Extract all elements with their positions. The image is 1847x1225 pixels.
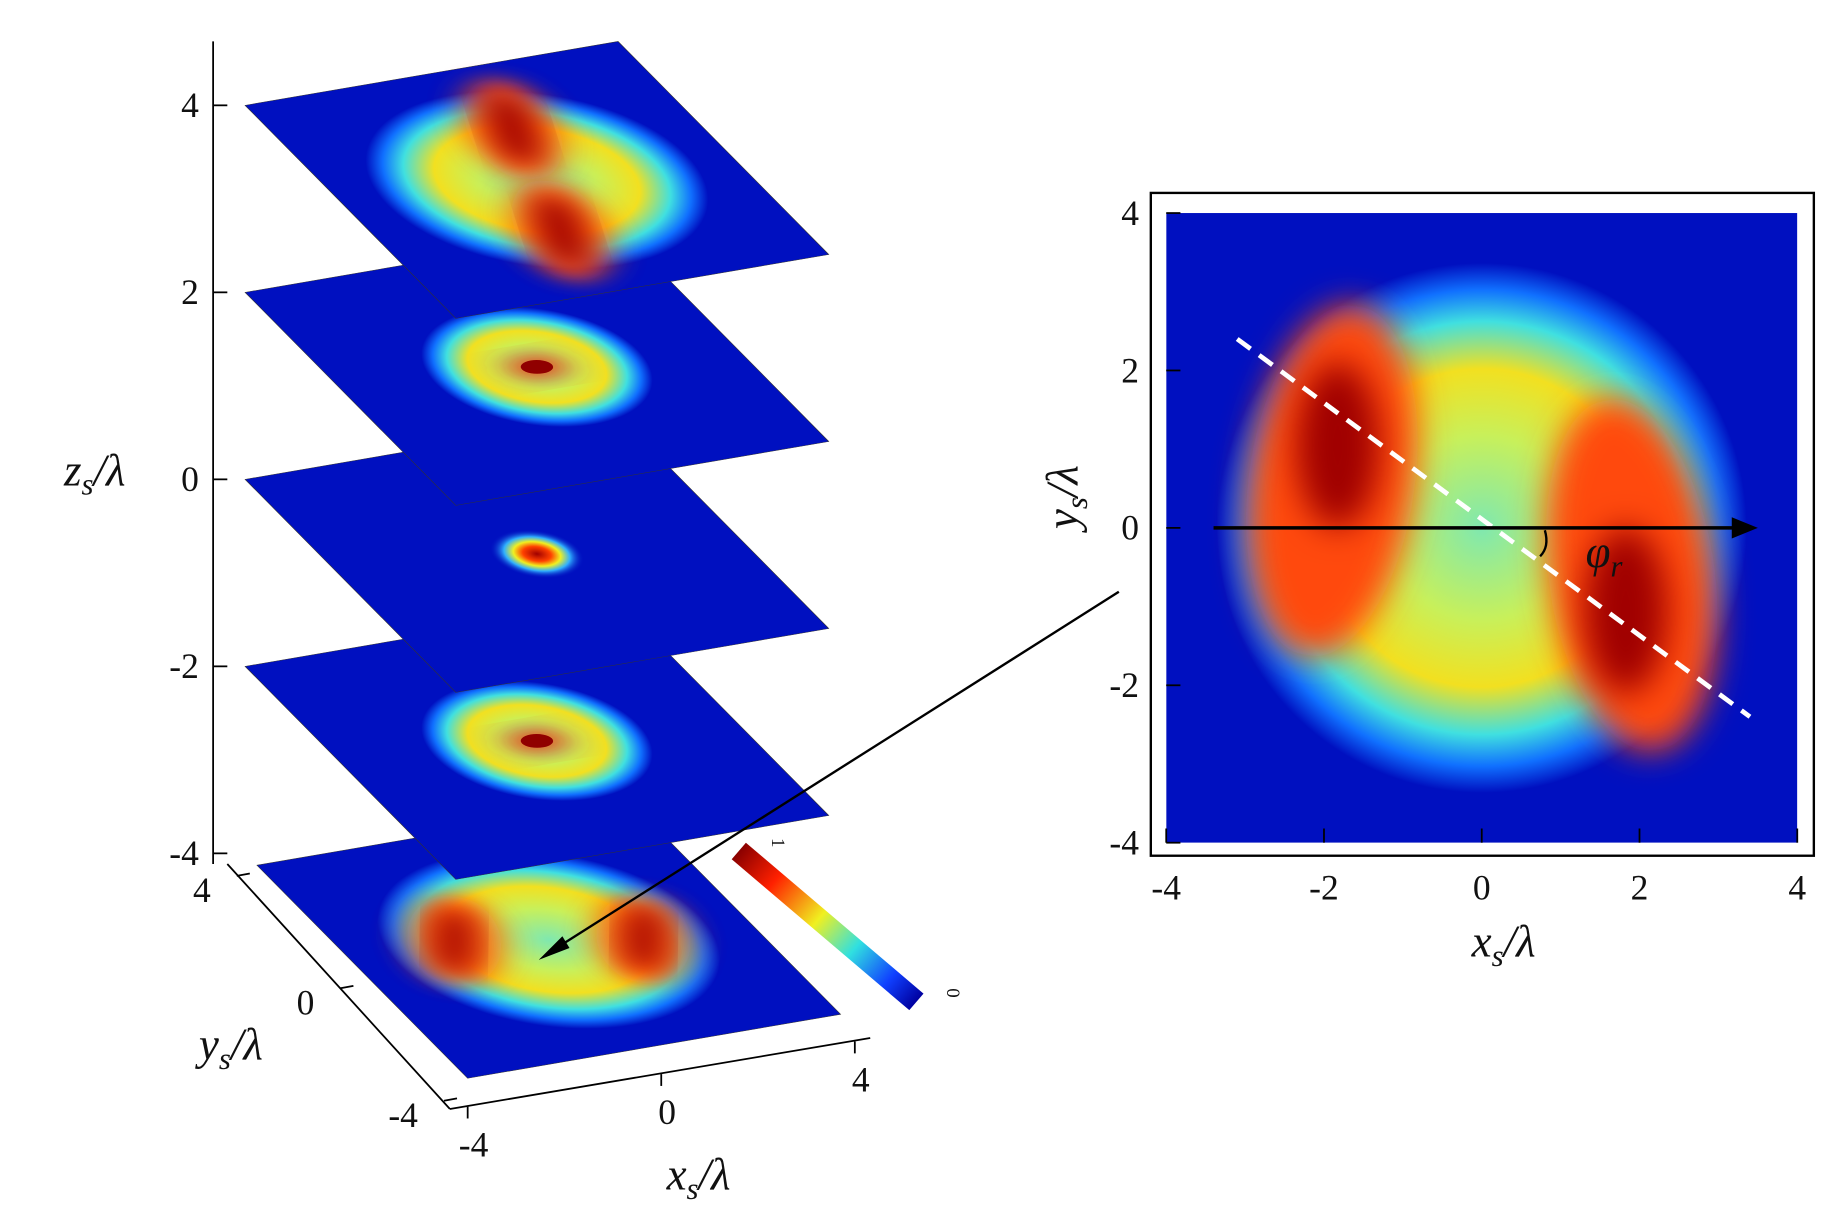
x-tick-label: 2 <box>1631 868 1649 908</box>
arrowhead <box>1731 517 1758 539</box>
slice-pattern <box>421 306 653 427</box>
lobe-core <box>488 93 537 165</box>
angle-arc <box>1539 529 1548 558</box>
intensity-ring <box>365 90 709 269</box>
x-tick-label: 4 <box>852 1059 870 1099</box>
y-tick-label: 0 <box>1121 508 1139 548</box>
x-axis-label-sub: s <box>1492 939 1504 973</box>
lobe-core <box>520 734 554 748</box>
y-axis-label-base: y <box>195 1019 219 1069</box>
z-axis-label-base: z <box>63 445 82 495</box>
slice-pattern <box>377 850 721 1029</box>
x-axis-label-base: x <box>1471 916 1492 966</box>
y-tick <box>340 985 354 990</box>
y-axis-label-sub: s <box>1060 497 1094 509</box>
slice <box>256 801 842 1079</box>
colorbar <box>731 842 924 1011</box>
lobe-core <box>626 905 661 972</box>
y-tick <box>236 872 250 877</box>
lobe-core <box>536 195 585 267</box>
slice <box>244 415 830 693</box>
frame <box>1149 191 1816 857</box>
y-tick-label: 4 <box>193 870 211 910</box>
z-tick-label: -2 <box>169 646 199 686</box>
x-axis-label-base: x <box>666 1149 687 1199</box>
y-axis-label-sub: s <box>219 1042 231 1076</box>
colorbar-tick-label: 1 <box>767 838 788 847</box>
dashed-axis <box>1235 337 1752 719</box>
link-arrow <box>546 590 1120 955</box>
y-axis-label-base: y <box>1037 509 1087 533</box>
y-tick-label: 0 <box>297 982 315 1022</box>
y-axis <box>226 863 451 1110</box>
x-axis <box>449 1037 871 1110</box>
y-axis-label: ys/λ <box>195 1019 263 1075</box>
slice <box>244 228 830 506</box>
x-axis-label: xs/λ <box>1471 916 1536 972</box>
x-axis-label-sub: s <box>687 1172 699 1206</box>
z-axis-label-rest: /λ <box>90 445 125 495</box>
slice-pattern <box>421 680 653 801</box>
y-axis-label-rest: /λ <box>1037 465 1087 500</box>
x-axis-label-rest: /λ <box>1501 916 1536 966</box>
y-tick-label: 2 <box>1121 350 1139 390</box>
y-tick <box>443 1097 458 1102</box>
slice-pattern <box>489 529 585 579</box>
z-tick-label: -4 <box>169 833 199 873</box>
y-axis-label-rest: /λ <box>228 1019 263 1069</box>
slice <box>244 41 830 319</box>
x-tick-label: -4 <box>459 1124 489 1164</box>
y-tick-label: -4 <box>388 1095 418 1135</box>
z-axis-label-sub: s <box>81 468 93 502</box>
intensity-dot <box>489 529 585 579</box>
x-tick-label: 0 <box>1473 868 1491 908</box>
z-tick-label: 2 <box>181 272 199 312</box>
z-tick-label: 4 <box>181 85 199 125</box>
x-axis-label: xs/λ <box>666 1149 731 1205</box>
colorbar-fill <box>731 842 924 1011</box>
y-axis-label: ys/λ <box>1037 465 1093 533</box>
link-arrowhead <box>538 936 570 960</box>
slice <box>244 602 830 880</box>
heat-lobe-core <box>1584 527 1668 694</box>
heat-lobe-core <box>1296 362 1380 528</box>
x-tick-label: -2 <box>1309 868 1339 908</box>
x-axis-label-rest: /λ <box>696 1149 731 1199</box>
angle-label-sub: r <box>1610 550 1623 584</box>
x-tick-label: 0 <box>658 1092 676 1132</box>
angle-label-base: φ <box>1586 527 1611 577</box>
colorbar-tick-label: 0 <box>942 988 963 997</box>
y-tick-label: -4 <box>1109 823 1139 863</box>
x-tick-label: -4 <box>1151 868 1181 908</box>
slice-pattern <box>365 78 709 282</box>
lobe-core <box>436 908 472 974</box>
angle-label: φr <box>1586 527 1624 583</box>
z-tick-label: 0 <box>181 459 199 499</box>
z-axis-label: zs/λ <box>63 445 125 501</box>
lobe-core <box>520 360 554 374</box>
y-tick-label: -2 <box>1109 665 1139 705</box>
y-tick-label: 4 <box>1121 193 1139 233</box>
x-tick-label: 4 <box>1788 868 1806 908</box>
